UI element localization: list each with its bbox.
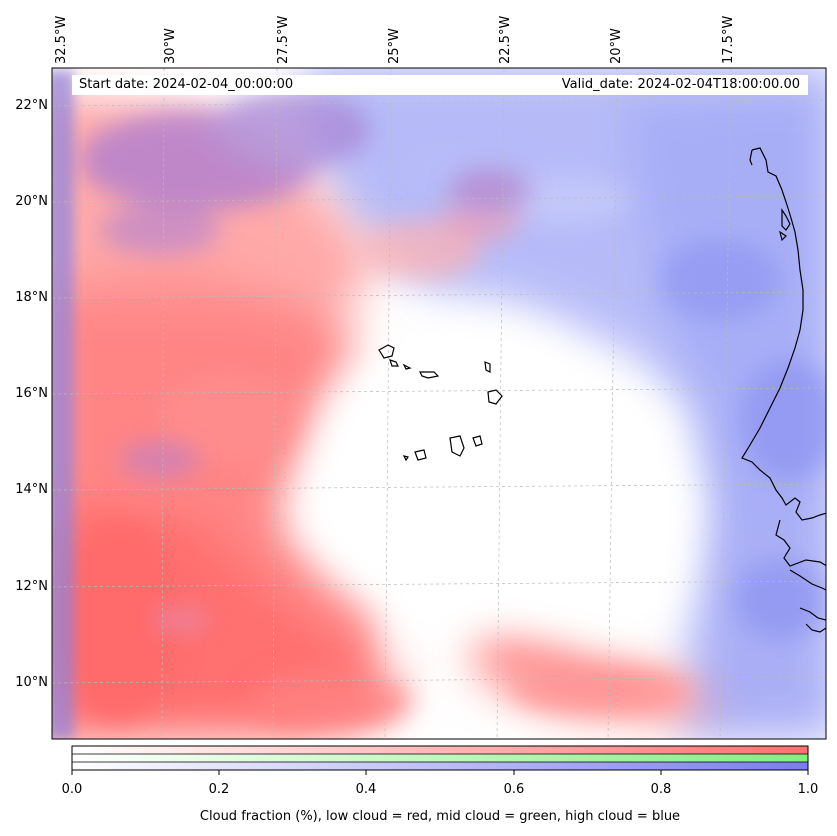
valid-date: Valid_date: 2024-02-04T18:00:00.00 — [561, 77, 800, 92]
colorbar-low-row — [72, 746, 808, 754]
colorbar-tick: 0.6 — [503, 782, 525, 797]
lat-label-14n: 14°N — [15, 482, 48, 497]
lat-label-12n: 12°N — [15, 579, 48, 594]
lon-label-22-5w: 22.5°W — [498, 15, 513, 64]
date-header: Start date: 2024-02-04_00:00:00 Valid_da… — [72, 75, 808, 95]
colorbar-tick: 1.0 — [797, 782, 819, 797]
colorbar-mid-row — [72, 754, 808, 762]
lon-label-27-5w: 27.5°W — [276, 15, 291, 64]
africa-coastline — [741, 147, 826, 521]
colorbar-tick: 0.2 — [208, 782, 230, 797]
lon-label-30w: 30°W — [163, 28, 178, 64]
lon-label-25w: 25°W — [387, 28, 402, 64]
colorbar — [71, 745, 809, 775]
lon-label-32-5w: 32.5°W — [54, 15, 69, 64]
lat-label-16n: 16°N — [15, 386, 48, 401]
left-edge-strip — [52, 70, 74, 739]
colorbar-tick: 0.8 — [650, 782, 672, 797]
start-date: Start date: 2024-02-04_00:00:00 — [79, 77, 294, 92]
colorbar-tick: 0.4 — [355, 782, 377, 797]
lon-label-20w: 20°W — [609, 28, 624, 64]
coastlines — [741, 147, 826, 633]
lat-label-10n: 10°N — [15, 675, 48, 690]
lat-label-18n: 18°N — [15, 290, 48, 305]
colorbar-high-row — [72, 762, 808, 770]
cape-verde-islands — [378, 344, 503, 462]
map-panel — [52, 68, 826, 739]
high-cloud-streaks — [400, 152, 826, 640]
lat-label-22n: 22°N — [15, 98, 48, 113]
graticule — [52, 68, 826, 739]
colorbar-label: Cloud fraction (%), low cloud = red, mid… — [199, 809, 681, 824]
lon-label-17-5w: 17.5°W — [721, 15, 736, 64]
clear-sky — [300, 330, 700, 700]
lat-label-20n: 20°N — [15, 194, 48, 209]
colorbar-tick: 0.0 — [61, 782, 83, 797]
low-cloud-patches — [60, 198, 690, 730]
mixed-cloud-field — [80, 90, 530, 632]
map-frame — [51, 67, 827, 740]
